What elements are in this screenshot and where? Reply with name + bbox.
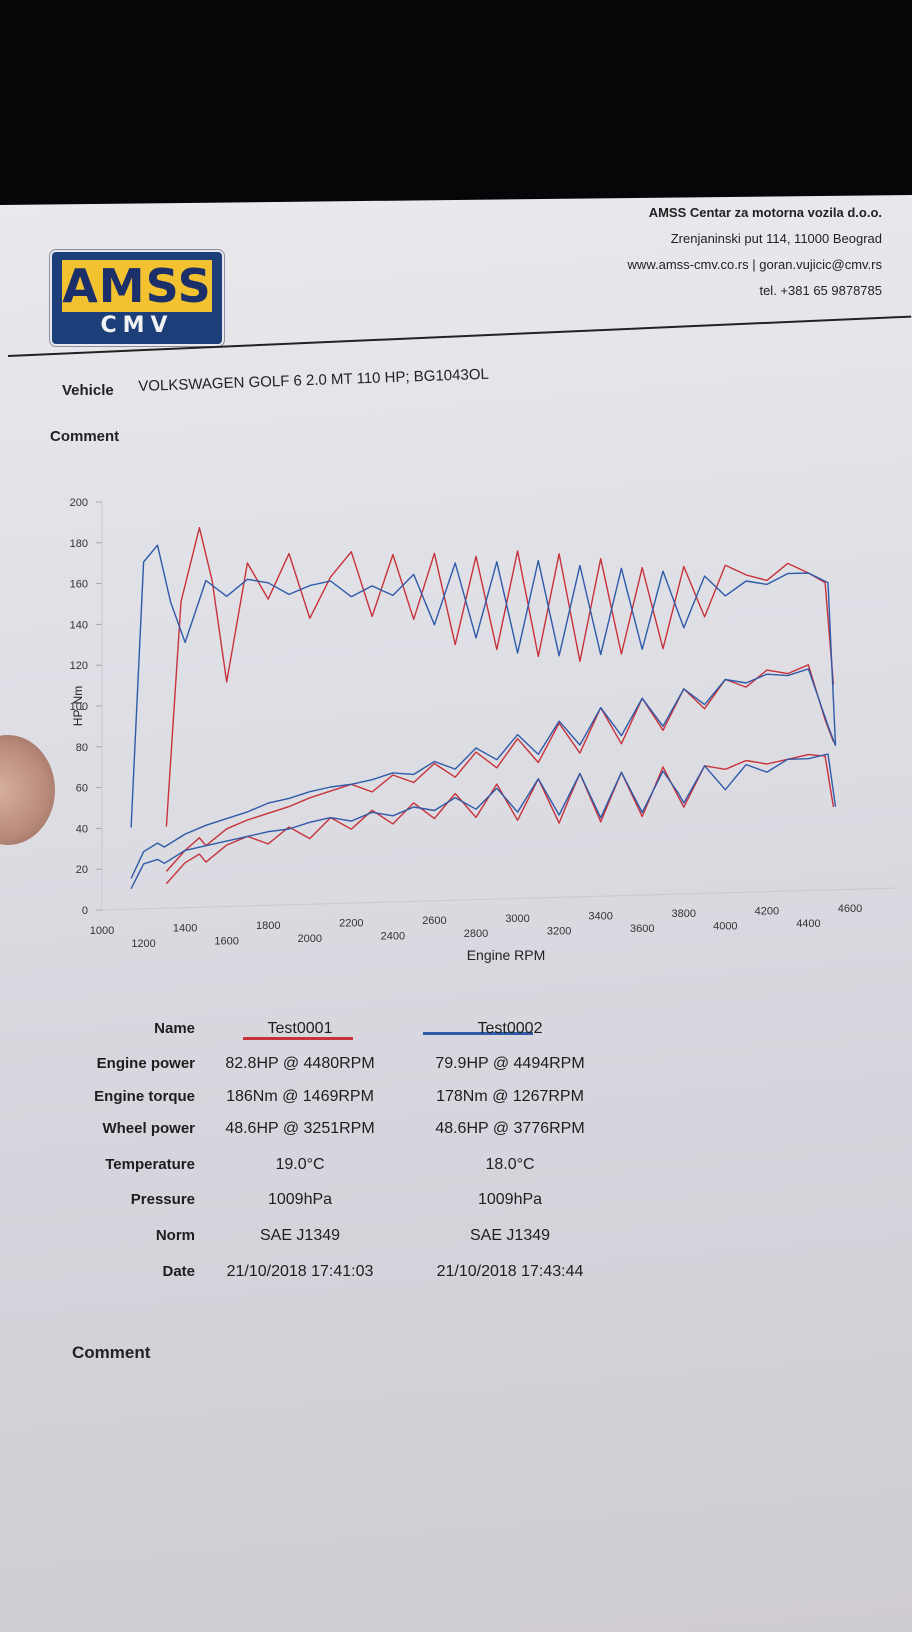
results-test0002-value: SAE J1349 [469, 1227, 551, 1244]
results-test0002-value: 48.6HP @ 3776RPM [435, 1120, 585, 1137]
x-tick-label: 2800 [464, 928, 488, 940]
results-test0001-value: Test0001 [267, 1020, 333, 1037]
x-tick-label: 4200 [755, 905, 779, 917]
results-test0001-value: 82.8HP @ 4480RPM [225, 1055, 375, 1072]
results-row-label: Engine torque [94, 1088, 195, 1105]
y-tick-label: 20 [76, 864, 88, 876]
results-test0002-value: 18.0°C [485, 1156, 535, 1173]
series-line-test0002-engine-power [130, 668, 837, 879]
company-contact: www.amss-cmv.co.rs | goran.vujicic@cmv.r… [627, 257, 882, 272]
x-tick-label: 2200 [339, 918, 363, 930]
results-row-label: Engine power [96, 1055, 195, 1072]
results-test0002-value: 21/10/2018 17:43:44 [436, 1263, 584, 1280]
results-row-label: Pressure [130, 1191, 195, 1208]
series-line-test0002-torque [130, 544, 837, 828]
dyno-chart: 0 20 40 60 80 100 120 140 160 180 200 1000 1200 1400 1… [70, 497, 901, 963]
x-tick-label: 2600 [422, 915, 446, 927]
y-tick-label: 160 [70, 579, 88, 591]
y-tick-label: 120 [70, 660, 88, 672]
x-tick-label: 2400 [381, 930, 405, 942]
series-line-test0001-torque [165, 527, 835, 827]
results-row-label: Norm [155, 1227, 195, 1244]
results-row-label: Name [154, 1020, 195, 1037]
company-info: AMSS Centar za motorna vozila d.o.o. Zre… [628, 200, 882, 304]
results-comment-label: Comment [72, 1343, 151, 1362]
results-test0002-value: Test0002 [477, 1020, 543, 1037]
results-row-label: Date [162, 1263, 195, 1280]
x-axis-line [101, 887, 901, 911]
x-tick-label: 4000 [713, 921, 737, 933]
amss-cmv-logo: AMSS CMV [50, 250, 224, 346]
company-phone: tel. +381 65 9878785 [759, 283, 882, 298]
x-tick-label: 3400 [588, 910, 612, 922]
x-tick-label: 1400 [173, 923, 197, 935]
results-test0001-value: SAE J1349 [259, 1227, 341, 1244]
results-row: Engine torque 186Nm @ 1469RPM 178Nm @ 1267… [60, 1088, 620, 1112]
x-tick-label: 3200 [547, 926, 571, 938]
logo-bottom-text: CMV [100, 313, 174, 338]
x-tick-label: 3800 [672, 908, 696, 920]
results-row: Date 21/10/2018 17:41:03 21/10/2018 17:43:… [60, 1263, 620, 1287]
results-test0002-value: 79.9HP @ 4494RPM [435, 1055, 585, 1072]
x-tick-label: 1600 [214, 935, 238, 947]
logo-top-text: AMSS [62, 259, 212, 313]
vehicle-label: Vehicle [62, 382, 114, 399]
results-test0001-value: 48.6HP @ 3251RPM [225, 1120, 375, 1137]
series-line-test0002-wheel-power [130, 753, 837, 890]
legend-line-test0001 [243, 1037, 353, 1040]
y-tick-label: 200 [70, 497, 88, 509]
results-test0001-value: 21/10/2018 17:41:03 [226, 1263, 374, 1280]
results-row: Name Test0001 Test0002 [60, 1020, 620, 1044]
results-row: Norm SAE J1349 SAE J1349 [60, 1227, 620, 1251]
company-address: Zrenjaninski put 114, 11000 Beograd [670, 231, 882, 246]
y-tick-label: 60 [76, 783, 88, 795]
y-tick-label: 100 [70, 701, 88, 713]
y-tick-label: 40 [76, 823, 88, 835]
legend-line-test0002 [423, 1032, 533, 1035]
results-test0001-value: 19.0°C [275, 1156, 325, 1173]
series-line-test0001-engine-power [165, 664, 835, 872]
series-line-test0001-wheel-power [165, 753, 835, 885]
y-axis-label: HP, Nm [71, 686, 85, 726]
x-tick-label: 1000 [90, 925, 114, 937]
results-row: Engine power 82.8HP @ 4480RPM 79.9HP @ 449… [60, 1055, 620, 1079]
report-sheet [0, 195, 912, 1632]
results-test0001-value: 1009hPa [267, 1191, 333, 1208]
results-row: Wheel power 48.6HP @ 3251RPM 48.6HP @ 3776… [60, 1120, 620, 1144]
x-tick-label: 4400 [796, 918, 820, 930]
comment-label: Comment [50, 428, 120, 445]
results-row-label: Wheel power [102, 1120, 195, 1137]
y-tick-label: 80 [76, 742, 88, 754]
y-tick-label: 140 [70, 619, 88, 631]
x-tick-label: 1800 [256, 920, 280, 932]
y-tick-label: 180 [70, 538, 88, 550]
x-axis-label: Engine RPM [467, 947, 546, 963]
results-row: Temperature 19.0°C 18.0°C [60, 1156, 620, 1180]
x-tick-label: 3600 [630, 923, 654, 935]
x-tick-label: 4600 [838, 903, 862, 915]
company-name: AMSS Centar za motorna vozila d.o.o. [648, 205, 882, 220]
x-tick-label: 1200 [131, 938, 155, 950]
results-test0002-value: 178Nm @ 1267RPM [436, 1088, 584, 1105]
y-tick-label: 0 [82, 905, 88, 917]
results-row-label: Temperature [105, 1156, 195, 1173]
results-test0002-value: 1009hPa [477, 1191, 543, 1208]
x-tick-label: 3000 [505, 913, 529, 925]
results-row: Pressure 1009hPa 1009hPa [60, 1191, 620, 1215]
x-tick-label: 2000 [298, 933, 322, 945]
results-test0001-value: 186Nm @ 1469RPM [226, 1088, 374, 1105]
